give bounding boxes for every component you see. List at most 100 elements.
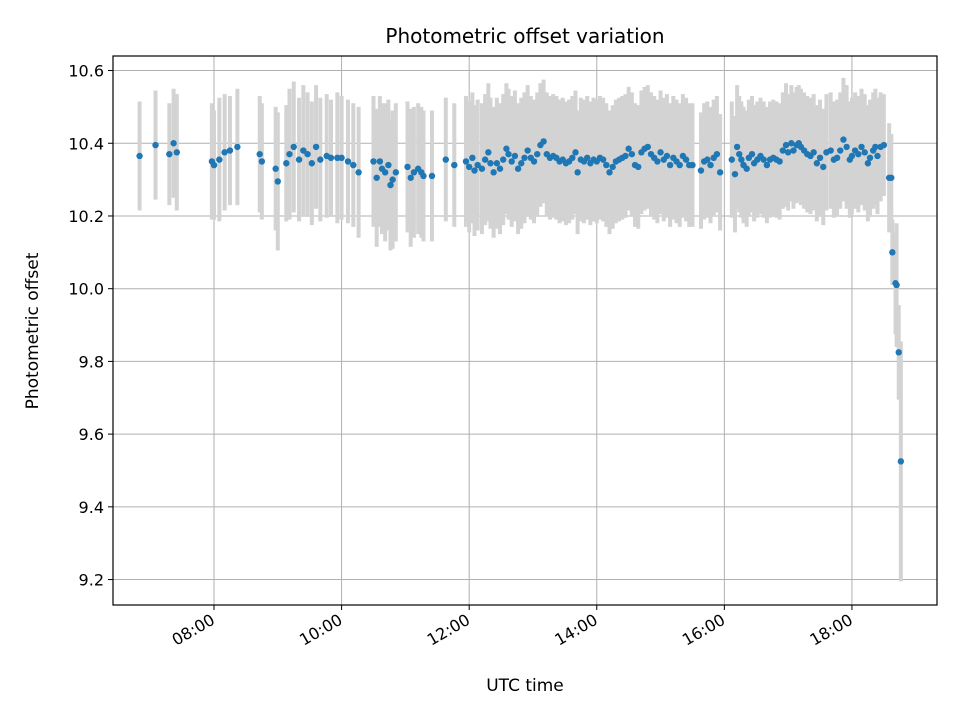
data-point xyxy=(810,149,817,156)
data-point xyxy=(469,154,476,162)
data-point xyxy=(226,147,234,154)
data-point xyxy=(788,140,795,147)
x-tick-label: 08:00 xyxy=(169,610,218,650)
y-ticks: 9.2 9.4 9.6 9.8 10.0 10.2 10.4 10.6 xyxy=(68,62,113,590)
data-point xyxy=(889,249,896,256)
data-point xyxy=(644,143,652,151)
data-point xyxy=(603,161,610,169)
data-point xyxy=(508,158,515,165)
data-point xyxy=(216,156,223,163)
data-point xyxy=(840,136,847,143)
data-point xyxy=(524,147,531,154)
data-point xyxy=(748,150,756,158)
data-point xyxy=(258,158,266,165)
chart-title: Photometric offset variation xyxy=(385,24,664,48)
data-point xyxy=(256,150,263,158)
data-point xyxy=(481,156,489,163)
data-point xyxy=(707,161,714,169)
data-point xyxy=(485,149,492,156)
data-point xyxy=(530,158,538,165)
data-point xyxy=(312,143,320,151)
data-point xyxy=(784,149,792,156)
data-point xyxy=(487,160,494,167)
data-point xyxy=(736,150,743,158)
y-tick-label: 10.2 xyxy=(68,207,104,226)
data-point xyxy=(569,154,576,162)
x-ticks: 08:00 10:00 12:00 14:00 16:00 18:00 xyxy=(169,605,856,650)
data-point xyxy=(666,161,674,169)
data-point xyxy=(304,150,311,158)
data-point xyxy=(704,156,711,163)
data-point xyxy=(465,163,473,171)
data-point xyxy=(776,158,783,165)
data-point xyxy=(442,156,449,163)
data-point xyxy=(283,160,290,167)
data-point xyxy=(344,158,352,165)
data-point xyxy=(221,149,228,156)
data-point xyxy=(880,141,888,149)
data-point xyxy=(152,141,159,149)
data-point xyxy=(355,169,362,176)
data-point xyxy=(521,154,528,162)
data-point xyxy=(462,158,470,165)
data-point xyxy=(635,163,642,171)
data-point xyxy=(833,154,841,162)
data-point xyxy=(272,165,279,172)
data-point xyxy=(874,152,881,160)
data-point xyxy=(493,160,501,167)
data-point xyxy=(763,161,771,169)
data-point xyxy=(728,156,735,163)
data-point xyxy=(606,169,613,176)
data-point xyxy=(500,156,507,163)
data-point xyxy=(136,152,143,160)
data-point xyxy=(286,150,293,158)
data-point xyxy=(813,160,821,167)
data-point xyxy=(743,165,750,172)
data-point xyxy=(518,160,525,167)
data-point xyxy=(731,170,739,178)
x-tick-label: 18:00 xyxy=(807,610,856,650)
data-point xyxy=(338,154,345,162)
data-point xyxy=(428,172,436,180)
x-tick-label: 14:00 xyxy=(551,610,600,650)
data-point xyxy=(474,161,481,169)
data-point xyxy=(837,147,844,154)
data-point xyxy=(389,176,396,183)
data-point xyxy=(290,143,297,151)
data-point xyxy=(387,181,394,189)
data-point xyxy=(609,163,616,171)
data-point xyxy=(888,174,895,181)
data-point xyxy=(790,147,797,154)
data-point xyxy=(478,165,486,172)
data-point xyxy=(407,174,414,181)
data-point xyxy=(733,143,741,151)
data-point xyxy=(170,140,177,147)
data-point xyxy=(855,150,862,158)
data-point xyxy=(848,152,856,160)
data-point xyxy=(505,150,512,158)
data-point xyxy=(760,156,767,163)
data-point xyxy=(471,167,478,174)
y-tick-label: 9.2 xyxy=(79,571,104,590)
data-point xyxy=(843,143,850,151)
data-point xyxy=(373,174,380,181)
data-point xyxy=(490,169,497,176)
data-point xyxy=(689,161,696,169)
data-point xyxy=(816,154,824,162)
data-point xyxy=(317,156,324,163)
data-point xyxy=(622,152,629,160)
x-tick-label: 10:00 xyxy=(296,610,345,650)
data-point xyxy=(392,169,400,176)
data-point xyxy=(697,167,705,174)
data-point xyxy=(713,150,721,158)
data-point xyxy=(350,161,357,169)
data-point xyxy=(410,169,418,176)
data-point xyxy=(327,154,335,162)
data-point xyxy=(376,158,384,165)
data-point xyxy=(300,147,307,154)
plot-frame xyxy=(112,55,938,606)
y-axis-label: Photometric offset xyxy=(23,252,43,409)
data-point xyxy=(503,145,510,152)
data-point xyxy=(274,178,281,185)
